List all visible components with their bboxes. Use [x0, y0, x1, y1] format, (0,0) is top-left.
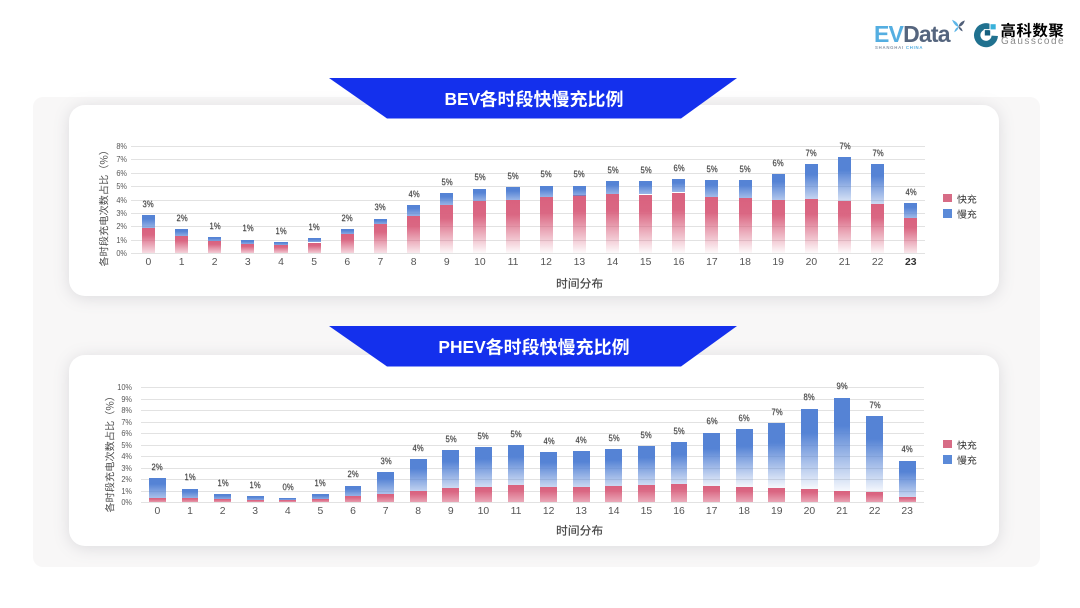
svg-text:PHEV: PHEV	[438, 337, 486, 357]
svg-text:BEV: BEV	[445, 89, 481, 109]
